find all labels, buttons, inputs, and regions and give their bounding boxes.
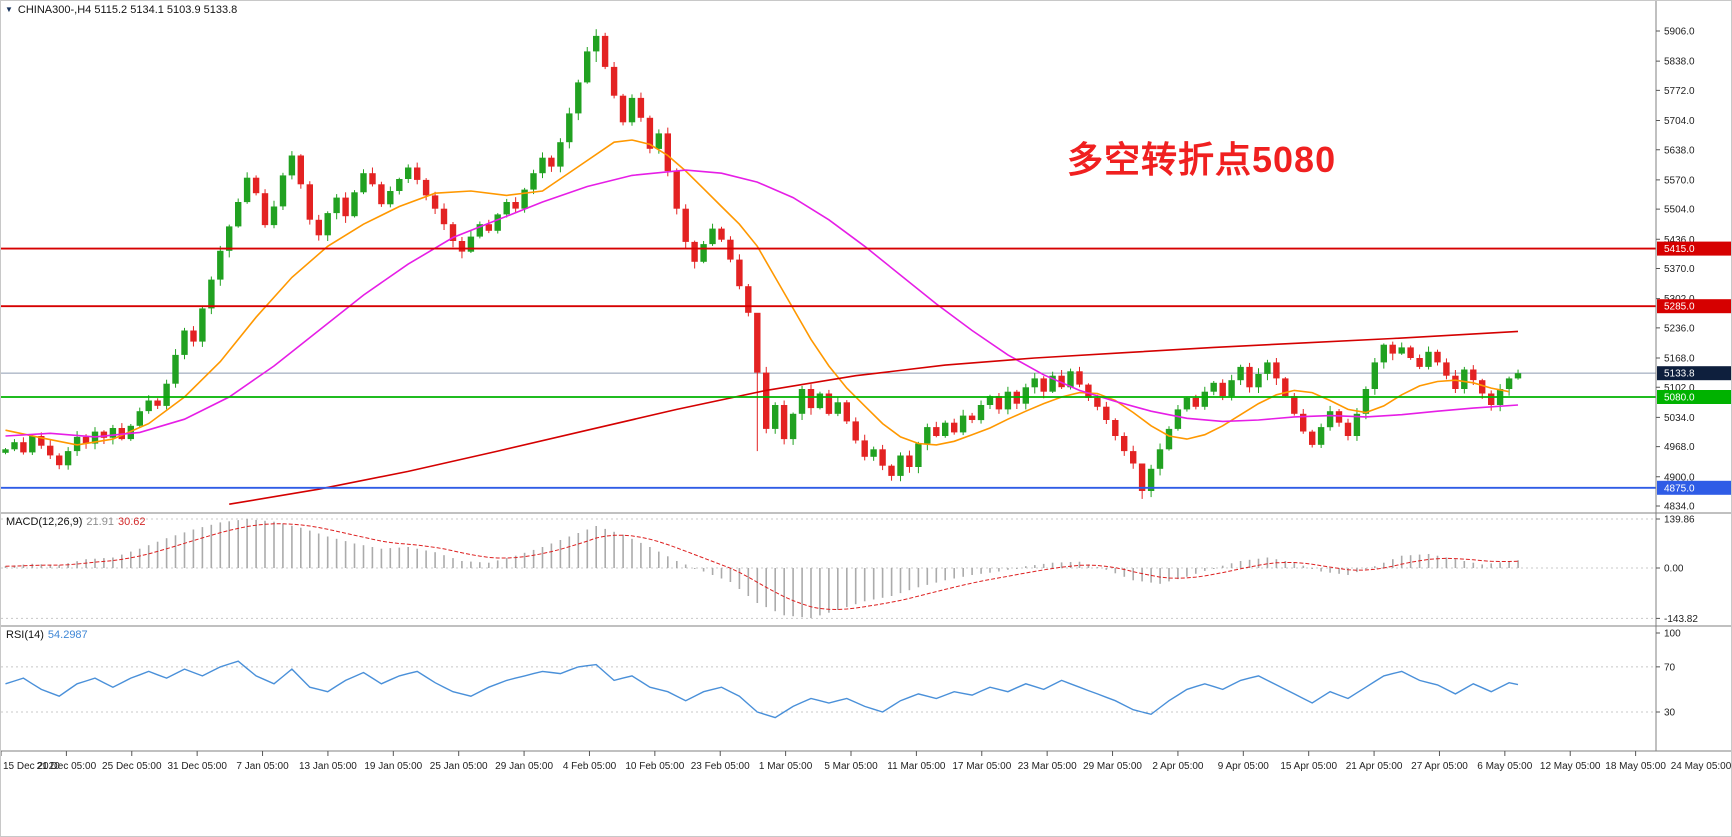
- time-scale[interactable]: [1, 751, 1732, 777]
- price-badges: 5415.0 5285.0 5080.0 4875.0 5133.8: [1657, 241, 1731, 495]
- svg-text:5080.0: 5080.0: [1664, 393, 1695, 404]
- macd-layer: [4, 518, 1519, 619]
- symbol-header[interactable]: ▼ CHINA300-,H4 5115.2 5134.1 5103.9 5133…: [5, 4, 237, 16]
- svg-text:5772.0: 5772.0: [1664, 86, 1695, 97]
- svg-text:4875.0: 4875.0: [1664, 483, 1695, 494]
- svg-text:23 Feb 05:00: 23 Feb 05:00: [691, 761, 750, 772]
- svg-text:5415.0: 5415.0: [1664, 244, 1695, 255]
- macd-name: MACD(12,26,9): [6, 516, 83, 528]
- horizontal-lines: [1, 247, 1656, 489]
- time-axis-labels: 15 Dec 202021 Dec 05:00 25 Dec 05:00 31 De…: [1, 751, 1732, 772]
- macd-main-value: 21.91: [86, 516, 114, 528]
- macd-signal-value: 30.62: [117, 516, 146, 528]
- macd-indicator-label: MACD(12,26,9) 21.91 30.62: [6, 516, 145, 528]
- svg-text:7 Jan 05:00: 7 Jan 05:00: [236, 761, 289, 772]
- svg-text:4900.0: 4900.0: [1664, 472, 1695, 483]
- svg-text:18 May 05:00: 18 May 05:00: [1605, 761, 1666, 772]
- rsi-line: [5, 660, 1519, 719]
- svg-text:5570.0: 5570.0: [1664, 175, 1695, 186]
- svg-text:25 Dec 05:00: 25 Dec 05:00: [102, 761, 162, 772]
- svg-text:24 May 05:00: 24 May 05:00: [1671, 761, 1732, 772]
- svg-text:11 Mar 05:00: 11 Mar 05:00: [887, 761, 946, 772]
- price-scale[interactable]: [1656, 1, 1732, 751]
- svg-text:5102.0: 5102.0: [1664, 383, 1695, 394]
- svg-text:-143.82: -143.82: [1664, 614, 1698, 625]
- svg-text:5838.0: 5838.0: [1664, 57, 1695, 68]
- svg-text:31 Dec 05:00: 31 Dec 05:00: [167, 761, 227, 772]
- svg-text:21 Dec 05:00: 21 Dec 05:00: [37, 761, 97, 772]
- pane-separators: [1, 1, 1731, 752]
- svg-text:4834.0: 4834.0: [1664, 502, 1695, 513]
- svg-text:29 Jan 05:00: 29 Jan 05:00: [495, 761, 553, 772]
- ma-mid-magenta: [5, 169, 1519, 438]
- svg-text:5133.8: 5133.8: [1664, 369, 1695, 380]
- svg-text:27 Apr 05:00: 27 Apr 05:00: [1411, 761, 1468, 772]
- svg-text:5906.0: 5906.0: [1664, 27, 1695, 38]
- ma-fast-orange: [5, 139, 1510, 446]
- indicator-level-lines: [1, 518, 1656, 713]
- svg-text:5370.0: 5370.0: [1664, 264, 1695, 275]
- svg-text:100: 100: [1664, 629, 1681, 640]
- svg-text:1 Mar 05:00: 1 Mar 05:00: [759, 761, 813, 772]
- symbol-ohlc-label: CHINA300-,H4 5115.2 5134.1 5103.9 5133.8: [17, 4, 238, 16]
- svg-text:5436.0: 5436.0: [1664, 235, 1695, 246]
- svg-text:5236.0: 5236.0: [1664, 323, 1695, 334]
- svg-text:21 Apr 05:00: 21 Apr 05:00: [1346, 761, 1403, 772]
- svg-text:5034.0: 5034.0: [1664, 413, 1695, 424]
- svg-text:12 May 05:00: 12 May 05:00: [1540, 761, 1601, 772]
- svg-text:5504.0: 5504.0: [1664, 205, 1695, 216]
- annotation-text: 多空转折点5080: [1067, 139, 1337, 180]
- svg-text:5638.0: 5638.0: [1664, 145, 1695, 156]
- svg-text:5704.0: 5704.0: [1664, 116, 1695, 127]
- svg-text:15 Dec 2020: 15 Dec 2020: [3, 761, 60, 772]
- svg-text:139.86: 139.86: [1664, 515, 1695, 526]
- svg-text:10 Feb 05:00: 10 Feb 05:00: [625, 761, 684, 772]
- chevron-down-icon[interactable]: ▼: [5, 5, 13, 14]
- svg-text:5 Mar 05:00: 5 Mar 05:00: [824, 761, 878, 772]
- svg-text:17 Mar 05:00: 17 Mar 05:00: [952, 761, 1011, 772]
- macd-signal-line: [5, 523, 1519, 611]
- rsi-name: RSI(14): [6, 629, 44, 641]
- candlestick-layer: [2, 29, 1522, 499]
- svg-text:5168.0: 5168.0: [1664, 354, 1695, 365]
- svg-text:4968.0: 4968.0: [1664, 442, 1695, 453]
- price-axis-labels: 5906.0 5838.0 5772.0 5704.0 5638.0 5570.0 5504…: [1656, 27, 1698, 719]
- svg-text:30: 30: [1664, 708, 1676, 719]
- svg-text:9 Apr 05:00: 9 Apr 05:00: [1218, 761, 1270, 772]
- rsi-value: 54.2987: [47, 629, 88, 641]
- ma-slow-red: [229, 330, 1519, 505]
- svg-text:5285.0: 5285.0: [1664, 302, 1695, 313]
- rsi-layer: [5, 660, 1519, 719]
- svg-text:23 Mar 05:00: 23 Mar 05:00: [1018, 761, 1077, 772]
- svg-text:13 Jan 05:00: 13 Jan 05:00: [299, 761, 357, 772]
- svg-text:70: 70: [1664, 662, 1676, 673]
- chart-plot-area[interactable]: [1, 1, 1656, 751]
- svg-text:25 Jan 05:00: 25 Jan 05:00: [430, 761, 488, 772]
- svg-text:0.00: 0.00: [1664, 564, 1684, 575]
- svg-text:6 May 05:00: 6 May 05:00: [1477, 761, 1532, 772]
- svg-text:29 Mar 05:00: 29 Mar 05:00: [1083, 761, 1142, 772]
- rsi-indicator-label: RSI(14) 54.2987: [6, 629, 88, 641]
- svg-text:19 Jan 05:00: 19 Jan 05:00: [364, 761, 422, 772]
- svg-text:15 Apr 05:00: 15 Apr 05:00: [1280, 761, 1337, 772]
- svg-text:4 Feb 05:00: 4 Feb 05:00: [563, 761, 617, 772]
- svg-text:2 Apr 05:00: 2 Apr 05:00: [1152, 761, 1204, 772]
